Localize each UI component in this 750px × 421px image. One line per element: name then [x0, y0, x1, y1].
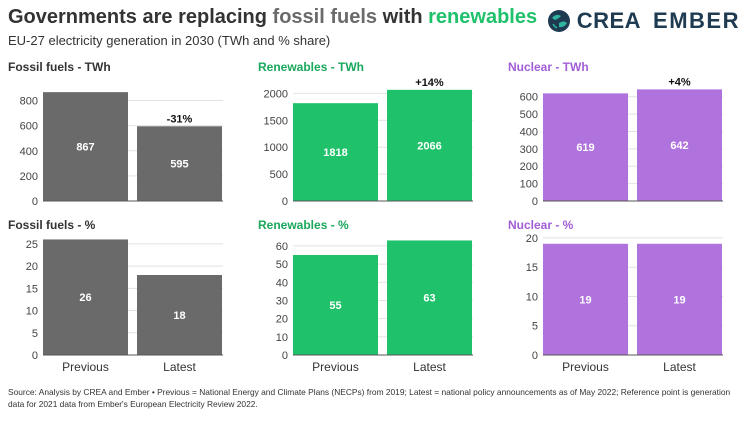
panel-title-renewables-twh: Renewables - TWh	[258, 60, 365, 74]
bar-value-label: 63	[423, 293, 435, 305]
bar-value-label: 18	[173, 310, 185, 322]
x-category-label: Latest	[413, 360, 446, 374]
x-category-label: Previous	[562, 360, 609, 374]
y-tick-label: 200	[20, 171, 38, 183]
panel-title-fossil-twh: Fossil fuels - TWh	[8, 60, 111, 74]
y-tick-label: 600	[20, 121, 38, 133]
y-tick-label: 0	[282, 196, 288, 208]
panel-title-fossil-pct: Fossil fuels - %	[8, 218, 96, 232]
bar-value-label: 1818	[323, 147, 347, 159]
y-tick-label: 10	[26, 306, 38, 318]
bar-value-label: 19	[579, 294, 591, 306]
crea-logo: CREA	[576, 8, 642, 33]
change-label: +14%	[415, 77, 444, 89]
bar-previous	[293, 255, 378, 355]
bar-latest	[387, 240, 472, 355]
panel-title-nuclear-pct: Nuclear - %	[508, 218, 574, 232]
bar-value-label: 2066	[417, 140, 441, 152]
y-tick-label: 400	[20, 146, 38, 158]
y-tick-label: 50	[276, 259, 288, 271]
bar-latest	[137, 275, 222, 355]
y-tick-label: 0	[532, 350, 538, 362]
y-tick-label: 20	[526, 233, 538, 245]
y-tick-label: 5	[532, 321, 538, 333]
title-part-2: with	[377, 6, 429, 28]
bar-value-label: 867	[76, 142, 94, 154]
bar-value-label: 619	[576, 142, 594, 154]
y-tick-label: 10	[276, 332, 288, 344]
y-tick-label: 60	[276, 241, 288, 253]
y-tick-label: 40	[276, 277, 288, 289]
y-tick-label: 20	[276, 314, 288, 326]
y-tick-label: 500	[520, 109, 538, 121]
y-tick-label: 20	[26, 261, 38, 273]
y-tick-label: 15	[526, 262, 538, 274]
title-renewables: renewables	[428, 6, 538, 28]
y-tick-label: 25	[26, 239, 38, 251]
change-label: -31%	[167, 113, 193, 125]
bar-value-label: 595	[170, 159, 188, 171]
x-category-label: Previous	[312, 360, 359, 374]
bar-latest	[387, 89, 472, 201]
crea-globe-icon	[547, 10, 570, 32]
y-tick-label: 0	[32, 350, 38, 362]
bar-value-label: 26	[79, 292, 91, 304]
y-tick-label: 0	[282, 350, 288, 362]
y-tick-label: 100	[520, 179, 538, 191]
bar-previous	[43, 239, 128, 355]
bar-latest	[637, 89, 722, 201]
change-label: +4%	[668, 76, 691, 88]
y-tick-label: 500	[270, 169, 288, 181]
x-category-label: Latest	[663, 360, 696, 374]
x-category-label: Latest	[163, 360, 196, 374]
y-tick-label: 600	[520, 92, 538, 104]
bar-latest	[637, 243, 722, 355]
source-note: Source: Analysis by CREA and Ember • Pre…	[8, 387, 731, 409]
y-tick-label: 1500	[264, 115, 288, 127]
y-tick-label: 2000	[264, 88, 288, 100]
bar-value-label: 642	[670, 140, 688, 152]
y-tick-label: 800	[20, 96, 38, 108]
panel-title-renewables-pct: Renewables - %	[258, 218, 349, 232]
y-tick-label: 10	[526, 291, 538, 303]
bar-previous	[543, 93, 628, 201]
y-tick-label: 1000	[264, 142, 288, 154]
logo-group: CREA EMBER	[547, 8, 740, 34]
y-tick-label: 0	[532, 196, 538, 208]
y-tick-label: 400	[520, 126, 538, 138]
y-tick-label: 15	[26, 283, 38, 295]
y-tick-label: 200	[520, 161, 538, 173]
y-tick-label: 300	[520, 144, 538, 156]
subtitle: EU-27 electricity generation in 2030 (TW…	[8, 33, 331, 48]
title-part-1: Governments are replacing	[8, 6, 273, 28]
bar-value-label: 19	[673, 294, 685, 306]
x-category-label: Previous	[62, 360, 109, 374]
y-tick-label: 5	[32, 328, 38, 340]
y-tick-label: 30	[276, 295, 288, 307]
bar-previous	[293, 103, 378, 201]
y-tick-label: 0	[32, 196, 38, 208]
bar-value-label: 55	[329, 300, 341, 312]
panel-title-nuclear-twh: Nuclear - TWh	[508, 60, 589, 74]
bar-previous	[43, 92, 128, 201]
title-fossil-fuels: fossil fuels	[272, 6, 378, 28]
bar-previous	[543, 243, 628, 355]
ember-logo: EMBER	[653, 8, 740, 33]
page-title: Governments are replacing fossil fuels w…	[8, 6, 537, 29]
bar-latest	[137, 126, 222, 201]
